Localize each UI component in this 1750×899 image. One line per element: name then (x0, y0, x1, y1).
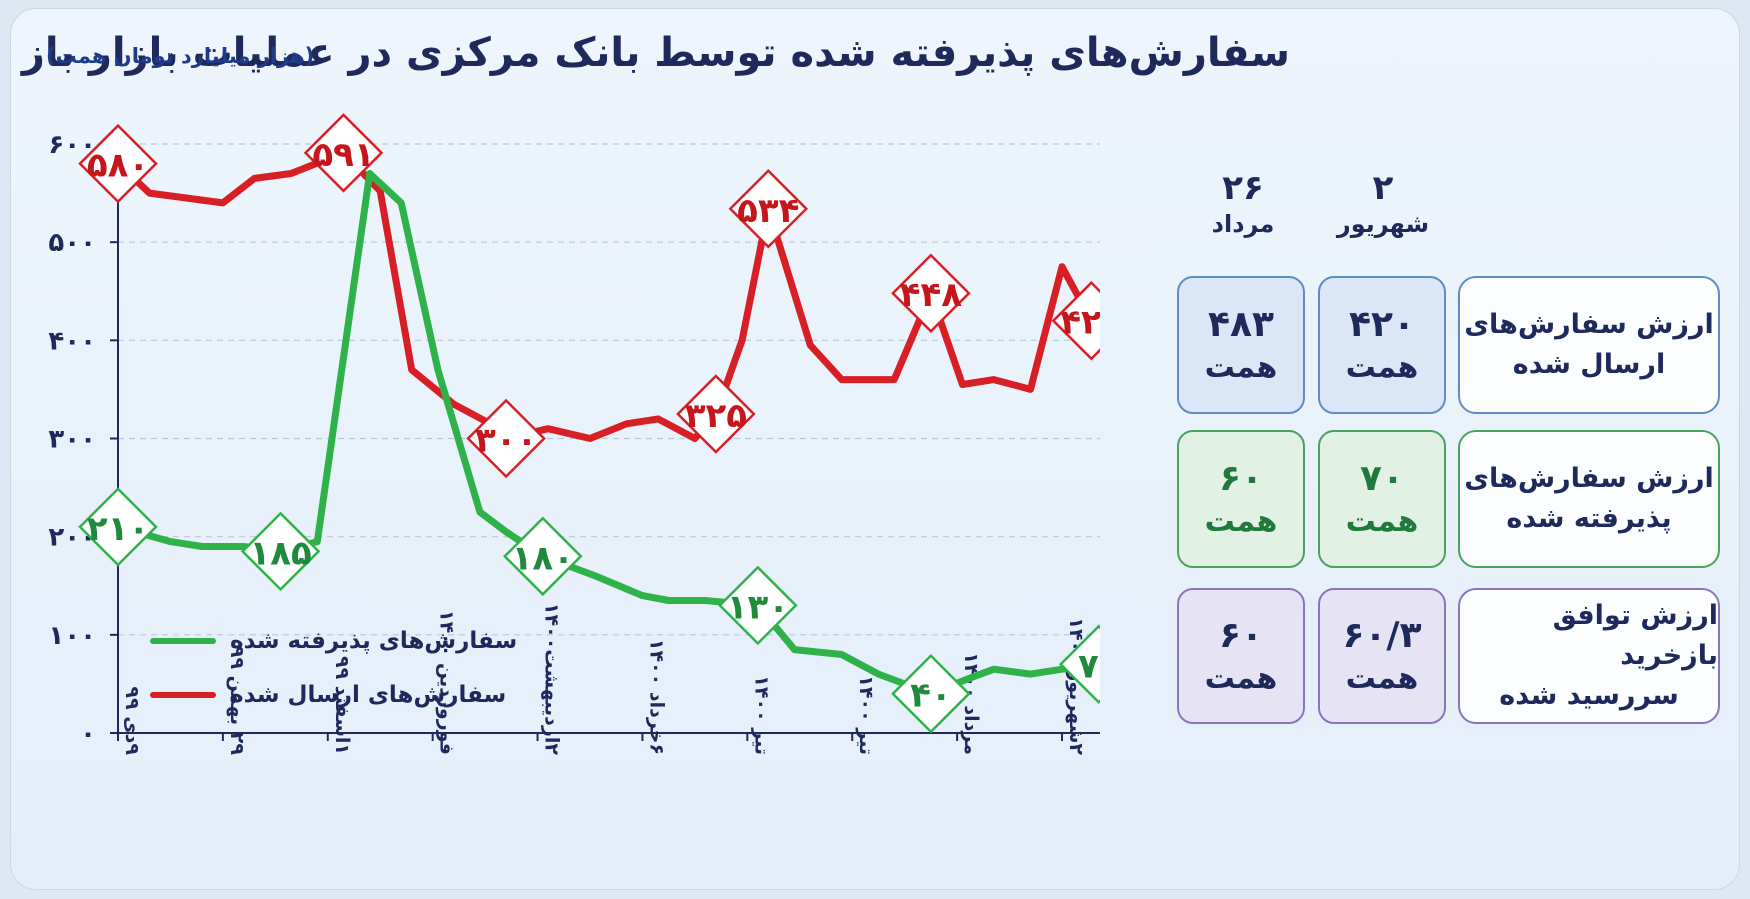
cell-value: ۴۸۳ (1208, 304, 1274, 345)
submitted-data-label: ۴۴۸ (900, 275, 963, 315)
cell-unit: همت (1204, 350, 1278, 385)
submitted-point-marker (78, 123, 158, 204)
x-tick-label: ۹دی ۹۹ (121, 686, 143, 755)
accepted-point-marker (1058, 624, 1100, 705)
cell-accepted-shahrivar: ۷۰ همت (1318, 430, 1446, 568)
x-tick-label: تیر ۱۴۰۰ (750, 675, 772, 755)
submitted-data-label: ۳۲۵ (685, 396, 747, 436)
submitted-point-marker (891, 253, 971, 333)
x-tick-label: ۲۹ بهمن ۹۹ (226, 646, 248, 756)
cell-unit: همت (1345, 350, 1419, 385)
y-tick-label: ۱۰۰ (48, 621, 96, 651)
accepted-point-marker (891, 653, 971, 734)
accepted-data-label: ۷۰ (1078, 646, 1100, 686)
x-tick-label: ۱اسفند ۹۹ (331, 656, 353, 755)
accepted-data-label: ۱۸۵ (249, 533, 311, 573)
row-label-line1: ارزش توافق بازخرید (1552, 600, 1718, 671)
cell-accepted-mordad: ۶۰ همت (1177, 430, 1305, 568)
submitted-series-line (114, 149, 1095, 442)
cell-repo-mordad: ۶۰ همت (1177, 588, 1305, 724)
y-tick-label: ۳۰۰ (48, 425, 96, 455)
col-head-mordad: ۲۶ مرداد (1178, 168, 1308, 240)
chart-card (10, 8, 1740, 890)
x-tick-label: ۲اردیبهشت۱۴۰۰ (541, 603, 563, 755)
legend-submitted-swatch (150, 692, 216, 698)
col-head-day: ۲۶ (1222, 168, 1264, 208)
cell-submitted-mordad: ۴۸۳ همت (1177, 276, 1305, 414)
accepted-point-marker (240, 511, 321, 592)
x-tick-label: تیر ۱۴۰۰ (855, 675, 877, 755)
row-label-submitted: ارزش سفارش‌های ارسال شده (1458, 276, 1720, 414)
submitted-data-label: ۳۰۰ (475, 421, 537, 461)
submitted-point-marker (676, 374, 756, 454)
cell-value: ۶۰ (1219, 458, 1263, 499)
accepted-data-label: ۱۳۰ (727, 587, 789, 627)
cell-unit: همت (1204, 661, 1278, 696)
accepted-data-label: ۴۰ (910, 676, 952, 716)
cell-value: ۴۲۰ (1349, 304, 1415, 345)
submitted-data-label: ۴۲۰ (1060, 303, 1100, 343)
accepted-data-label: ۱۸۰ (512, 538, 574, 578)
x-tick-label: ۶خرداد ۱۴۰۰ (645, 639, 667, 755)
cell-submitted-shahrivar: ۴۲۰ همت (1318, 276, 1446, 414)
legend-submitted-label: سفارش‌های ارسال شده (230, 682, 507, 708)
submitted-data-label: ۵۳۴ (737, 191, 799, 231)
submitted-point-marker (728, 169, 809, 249)
row-label-line1: ارزش سفارش‌های (1464, 463, 1714, 494)
legend-accepted-label: سفارش‌های پذیرفته شده (230, 628, 518, 654)
cell-value: ۷۰ (1360, 458, 1404, 499)
cell-value: ۶۰/۳ (1342, 615, 1422, 656)
cell-unit: همت (1345, 661, 1419, 696)
x-tick-label: مرداد ۱۴۰۰ (960, 652, 982, 755)
col-head-month: مرداد (1211, 210, 1275, 238)
cell-unit: همت (1345, 504, 1419, 539)
cell-value: ۶۰ (1219, 615, 1263, 656)
cell-repo-shahrivar: ۶۰/۳ همت (1318, 588, 1446, 724)
submitted-point-marker (303, 113, 384, 193)
unit-label: (هزار میلیارد تومان همت) (46, 44, 315, 68)
x-tick-label: فوروردین ۱۴۰۰ (436, 610, 458, 755)
cell-unit: همت (1204, 504, 1278, 539)
submitted-data-label: ۵۸۰ (87, 146, 149, 186)
chart-title: سفارش‌های پذیرفته شده توسط بانک مرکزی در… (21, 30, 1290, 76)
row-label-line2: ارسال شده (1512, 349, 1666, 380)
submitted-data-label: ۵۹۱ (312, 135, 374, 175)
y-tick-label: ۴۰۰ (48, 326, 96, 356)
row-label-accepted: ارزش سفارش‌های پذیرفته شده (1458, 430, 1720, 568)
y-tick-label: ۵۰۰ (48, 228, 96, 258)
col-head-month: شهریور (1336, 210, 1430, 238)
row-label-line1: ارزش سفارش‌های (1464, 309, 1714, 340)
accepted-data-label: ۲۱۰ (87, 509, 149, 549)
accepted-point-marker (503, 516, 583, 597)
accepted-point-marker (78, 487, 158, 567)
row-label-line2: پذیرفته شده (1506, 503, 1672, 534)
y-tick-label: ۰ (80, 719, 96, 749)
row-label-repo: ارزش توافق بازخرید سررسید شده (1458, 588, 1720, 724)
submitted-point-marker (466, 398, 546, 479)
col-head-day: ۲ (1372, 168, 1394, 208)
legend-accepted-swatch (150, 638, 216, 644)
legend-accepted: سفارش‌های پذیرفته شده (150, 628, 517, 654)
col-head-shahrivar: ۲ شهریور (1318, 168, 1448, 240)
submitted-point-marker (1051, 280, 1100, 361)
accepted-point-marker (718, 565, 798, 646)
row-label-line2: سررسید شده (1499, 680, 1679, 711)
legend-submitted: سفارش‌های ارسال شده (150, 682, 506, 708)
